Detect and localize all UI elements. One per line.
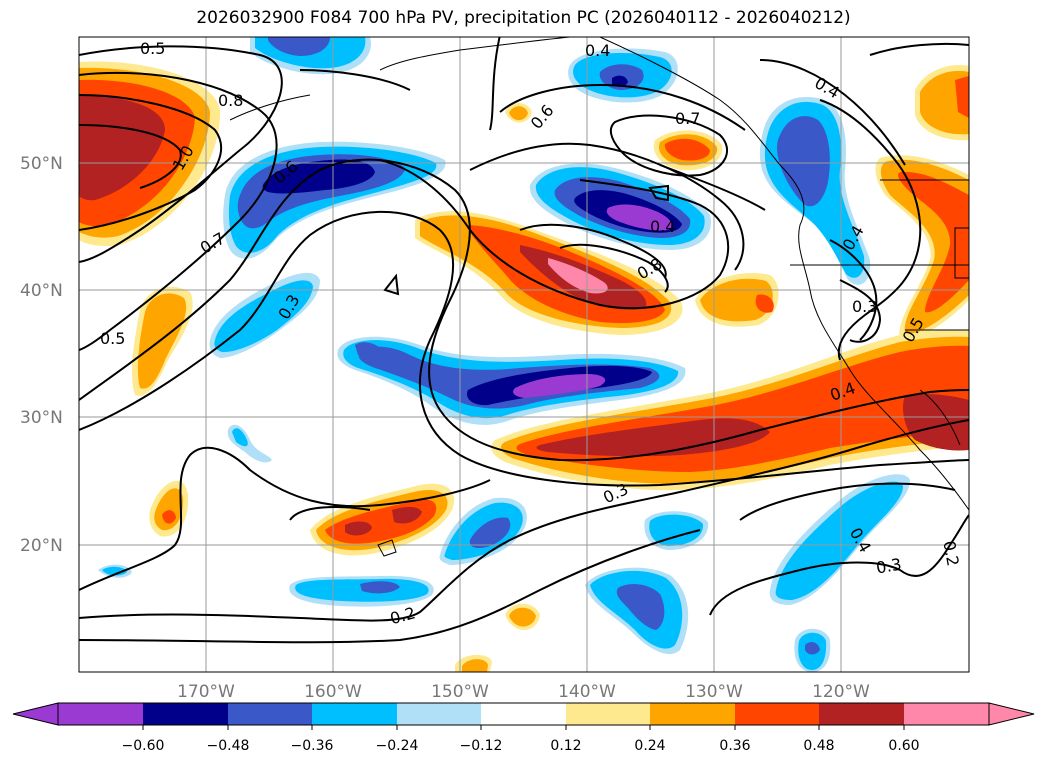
anomaly-blob: [777, 116, 830, 207]
colorbar-segment: [58, 703, 143, 725]
anomaly-blob: [154, 488, 184, 531]
lat-label: 40°N: [20, 281, 63, 301]
anomaly-blob: [513, 374, 606, 398]
anomaly-blob: [616, 584, 665, 630]
colorbar-tick: −0.60: [122, 738, 165, 754]
colorbar-segment: [566, 703, 650, 725]
anomaly-blob: [469, 517, 511, 548]
colorbar-tick: 0.60: [888, 738, 919, 754]
colorbar-tick: 0.48: [803, 738, 834, 754]
lon-label: 140°W: [558, 682, 616, 702]
pv-contours: [79, 37, 969, 644]
contour-label: 0.4: [585, 41, 610, 60]
lon-labels: 170°W 160°W 150°W 140°W 130°W 120°W: [177, 682, 870, 702]
anomaly-blob: [898, 171, 969, 313]
colorbar-tick: 0.12: [550, 738, 581, 754]
lon-label: 170°W: [177, 682, 235, 702]
colorbar-segment: [650, 703, 735, 725]
colorbar-extend-high: [988, 702, 1035, 726]
anomaly-blob: [606, 204, 673, 231]
colorbar-tick: −0.48: [207, 738, 250, 754]
colorbar-segment: [397, 703, 481, 725]
anomaly-blob: [462, 659, 488, 672]
anomaly-blob: [755, 294, 774, 313]
anomaly-blob: [355, 342, 382, 358]
contour-label: 0.7: [675, 109, 700, 128]
lon-label: 150°W: [431, 682, 489, 702]
map-title: 2026032900 F084 700 hPa PV, precipitatio…: [196, 8, 851, 28]
lon-label: 120°W: [812, 682, 870, 702]
colorbar-segment: [228, 703, 312, 725]
anomaly-blob: [268, 37, 330, 56]
anomaly-blob: [345, 521, 372, 536]
contour-label: 0.5: [100, 329, 125, 348]
plot-frame: [78, 36, 970, 673]
anomaly-blob: [612, 75, 628, 87]
anomaly-blob: [805, 642, 820, 655]
anomaly-blob: [162, 510, 176, 524]
anomaly-blob: [775, 481, 903, 600]
contour-label: 0.3: [852, 297, 877, 316]
contour-label: 0.2: [939, 539, 962, 567]
colorbar-tick: −0.12: [460, 738, 503, 754]
anomaly-blob: [509, 106, 528, 121]
colorbar-extend-low: [12, 702, 59, 726]
anomaly-blob: [955, 76, 969, 118]
anomaly-blob: [137, 293, 187, 389]
anomaly-blob: [232, 428, 248, 447]
anomaly-blob: [262, 159, 375, 194]
colorbar-tick: 0.24: [634, 738, 665, 754]
colorbar-segment: [819, 703, 904, 725]
lon-label: 130°W: [685, 682, 743, 702]
anomaly-blob: [79, 95, 165, 201]
colorbar-segment: [143, 703, 228, 725]
lat-label: 20°N: [20, 536, 63, 556]
lon-label: 160°W: [304, 682, 362, 702]
colorbar-segment: [735, 703, 819, 725]
anomaly-blob: [664, 138, 710, 161]
lat-labels: 50°N 40°N 30°N 20°N: [20, 154, 63, 556]
colorbar-tick: 0.36: [719, 738, 750, 754]
colorbar-segment: [904, 703, 989, 725]
anomaly-blob: [392, 506, 422, 524]
anomaly-blob: [903, 393, 969, 451]
colorbar-tick: −0.36: [291, 738, 334, 754]
anomaly-blob: [214, 280, 313, 353]
contour-labels: 0.5 0.8 1.0 0.6 0.7 0.5 0.3 0.4 0.6 0.7 …: [100, 39, 963, 628]
anomaly-blob: [102, 566, 127, 576]
lat-label: 30°N: [20, 408, 63, 428]
contour-label: 0.5: [140, 39, 165, 58]
colorbar-segment: [481, 703, 566, 725]
lat-label: 50°N: [20, 154, 63, 174]
anomaly-blob: [536, 418, 770, 457]
grid-lines: [79, 37, 969, 672]
contour-label: 0.8: [218, 91, 243, 110]
anomaly-blob: [649, 514, 704, 546]
anomaly-blob: [548, 258, 608, 294]
colorbar-tick: −0.24: [376, 738, 419, 754]
anomaly-blob: [700, 278, 773, 322]
shading-layer: [79, 37, 969, 672]
colorbar-segment: [312, 703, 397, 725]
contour-label: 0.3: [875, 554, 903, 577]
contour-label: 0.4: [650, 217, 675, 236]
anomaly-blob: [360, 581, 400, 594]
colorbar: −0.60 −0.48 −0.36 −0.24 −0.12 0.12 0.24 …: [12, 702, 1035, 754]
anomaly-blob: [509, 607, 536, 627]
